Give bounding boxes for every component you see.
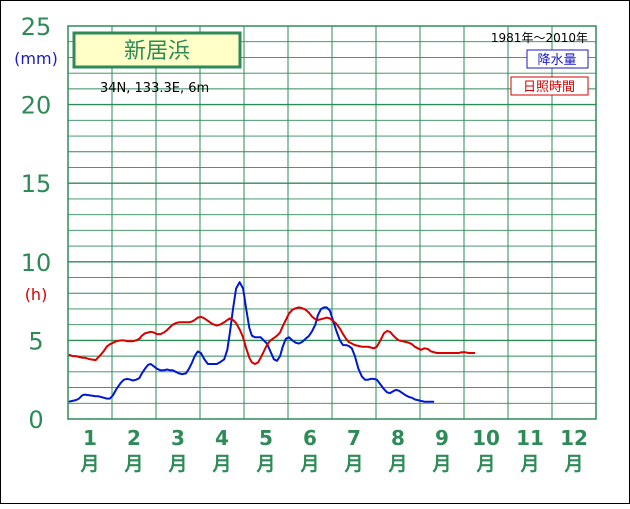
y-tick-label: 15	[21, 170, 52, 198]
plot-border	[67, 25, 597, 420]
legend-precip-box	[526, 49, 589, 69]
station-name-box	[72, 31, 242, 69]
month-unit-label: 月	[79, 453, 99, 475]
legend-sun-box	[510, 76, 589, 96]
month-number-label: 7	[347, 426, 361, 450]
month-number-label: 3	[171, 426, 185, 450]
month-number-label: 8	[391, 426, 405, 450]
month-unit-label: 月	[299, 453, 319, 475]
month-number-label: 6	[303, 426, 317, 450]
month-unit-label: 月	[563, 453, 583, 475]
month-number-label: 1	[83, 426, 97, 450]
month-number-label: 10	[472, 426, 500, 450]
month-number-label: 5	[259, 426, 273, 450]
month-number-label: 9	[435, 426, 449, 450]
month-number-label: 11	[516, 426, 544, 450]
legend-sun: 日照時間	[523, 80, 575, 95]
month-unit-label: 月	[211, 453, 231, 475]
plot-grid	[67, 25, 597, 420]
period-text: 1981年～2010年	[491, 31, 588, 45]
station-name: 新居浜	[124, 39, 190, 64]
series-line-sunshine	[68, 306, 475, 365]
month-unit-label: 月	[387, 453, 407, 475]
series-lines	[68, 281, 475, 403]
x-axis-ticks: 1 月 2 月 3 月 4 月 5 月 6 月 7 月 8 月 9 月 10 月 11 月 12 月	[79, 426, 587, 475]
month-unit-label: 月	[255, 453, 275, 475]
month-number-label: 12	[560, 426, 588, 450]
y-tick-label: 0	[28, 406, 43, 434]
series-line-precip	[68, 281, 435, 403]
y-tick-label: 5	[28, 327, 43, 355]
month-number-label: 2	[127, 426, 141, 450]
month-number-label: 4	[215, 426, 229, 450]
y-tick-label: 20	[21, 92, 52, 120]
y-tick-label: 10	[21, 249, 52, 277]
location-text: 34N, 133.3E, 6m	[100, 81, 209, 96]
y-tick-label: 25	[21, 13, 52, 41]
month-unit-label: 月	[475, 453, 495, 475]
month-unit-label: 月	[431, 453, 451, 475]
month-unit-label: 月	[343, 453, 363, 475]
y-axis-ticks: 0 5 10 15 20 25	[21, 13, 52, 434]
legend-precip: 降水量	[537, 53, 576, 68]
y-unit-precip: (mm)	[14, 49, 58, 68]
y-unit-sun: (h)	[25, 285, 48, 304]
month-unit-label: 月	[167, 453, 187, 475]
month-unit-label: 月	[519, 453, 539, 475]
month-unit-label: 月	[123, 453, 143, 475]
